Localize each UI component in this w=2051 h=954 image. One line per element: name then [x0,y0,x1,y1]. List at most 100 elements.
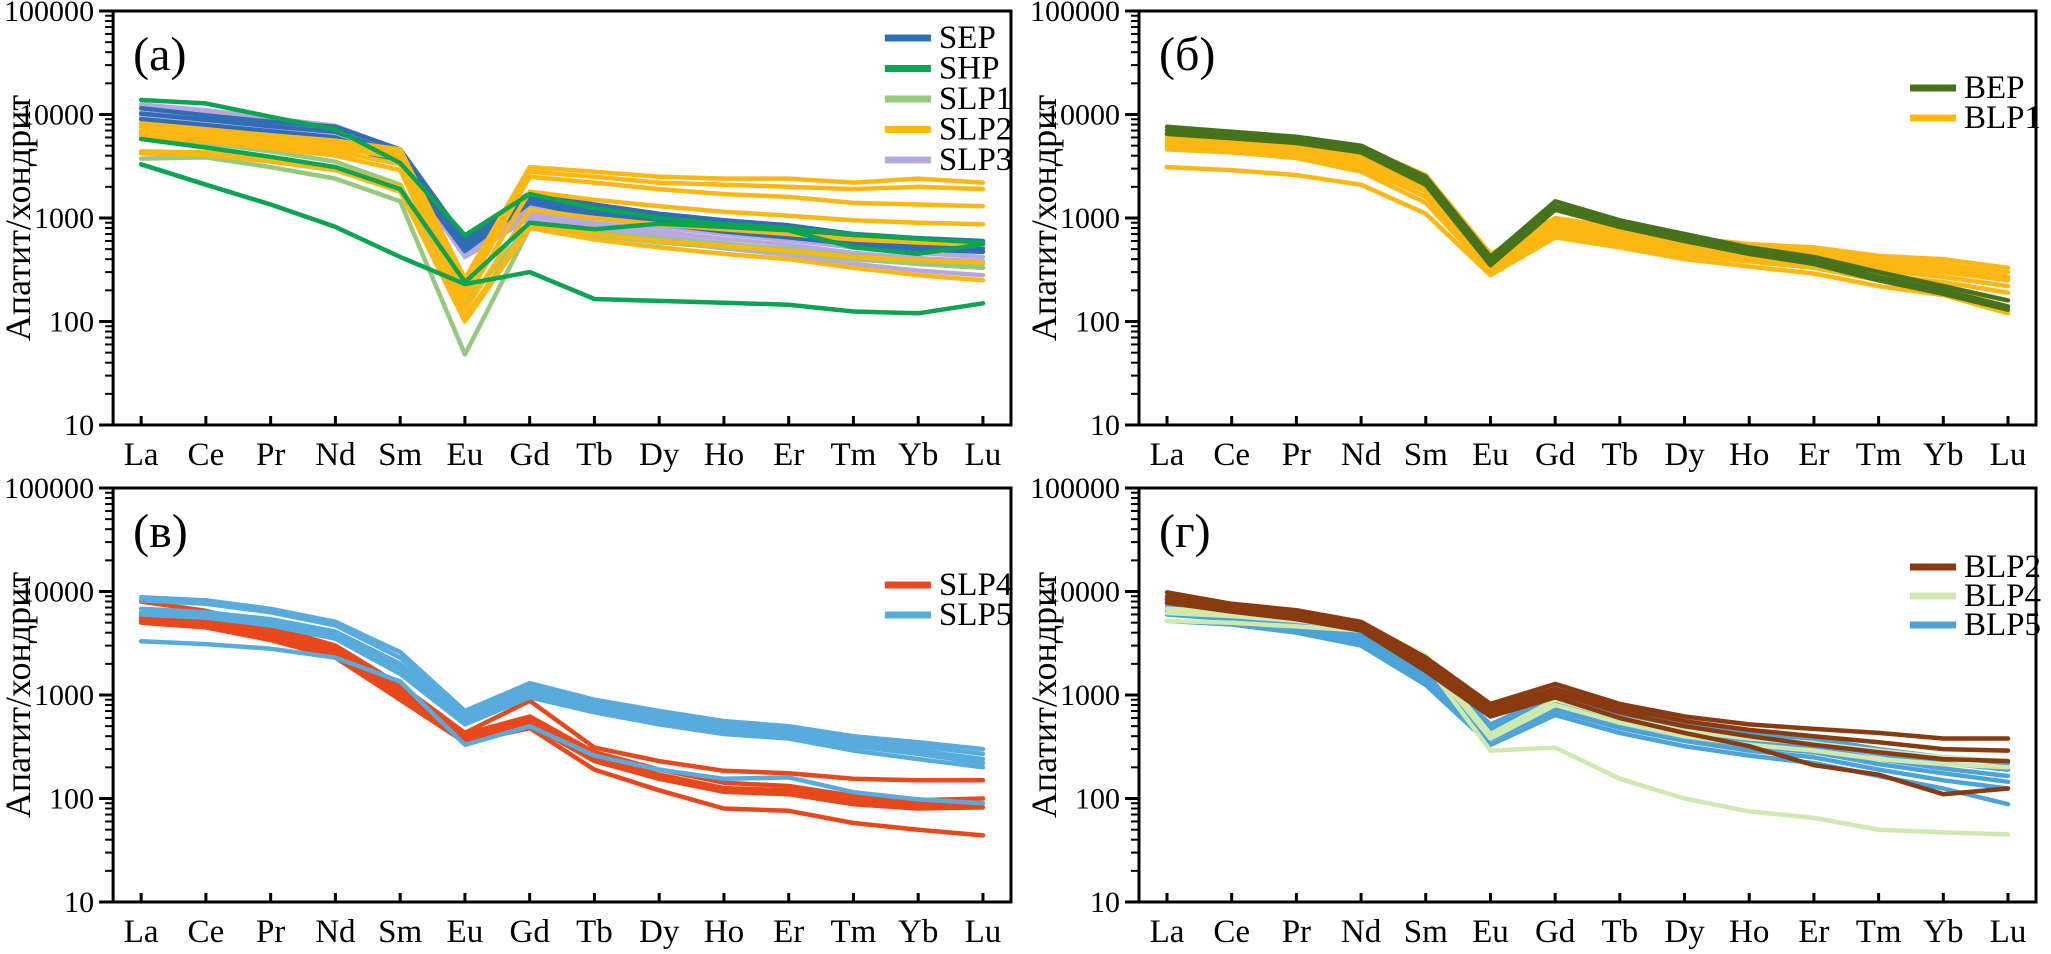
panel-a: 10 100 1000 10000 100000 Апатит/хондрит La Ce Pr… [0,0,1026,477]
y-axis-title: Апатит/хондрит [0,572,38,818]
sample-line-SLP2 [138,128,986,295]
legend-label-BEP: BEP [1964,70,2025,106]
panel-b: 10 100 1000 10000 100000 Апатит/хондрит La Ce Pr… [1026,0,2051,477]
x-tick-label: Dy [639,437,680,473]
sample-line-SLP2 [138,130,986,303]
series-SLP2 [138,121,986,324]
x-tick-label: Sm [1404,437,1448,473]
x-tick-label: Ce [1213,437,1250,473]
x-tick-label: Ho [704,437,744,473]
x-axis: La Ce Pr Nd Sm Eu Gd Tb Dy Ho Er Tm Yb Lu [124,893,1002,950]
y-tick-label: 10000 [19,576,94,609]
x-tick-label: Sm [378,437,422,473]
sample-line-SLP2 [138,133,986,312]
series-BLP4 [1164,606,2011,837]
sample-line-SLP4 [138,613,986,803]
x-tick-label: Tm [831,914,877,950]
x-tick-label: Ho [704,914,744,950]
x-tick-label: Tb [1602,437,1639,473]
x-tick-label: Pr [1282,437,1311,473]
x-tick-label: Nd [315,437,356,473]
x-tick-label: Pr [1282,914,1311,950]
y-tick-label: 100000 [4,0,94,28]
y-tick-label: 10000 [1045,99,1120,132]
series-BEP [1164,124,2011,312]
x-tick-label: Ce [188,437,225,473]
sample-line-SHP [138,136,986,285]
y-tick-label: 10000 [1045,576,1120,609]
y-tick-label: 100 [1075,783,1120,816]
panel-label: (б) [1159,28,1215,81]
legend-label-SHP: SHP [939,51,1000,87]
y-axis: 10 100 1000 10000 100000 [1030,477,1139,919]
sample-line-SLP5 [138,639,986,806]
x-tick-label: Sm [1404,914,1448,950]
x-tick-label: Er [773,914,804,950]
x-tick-label: Eu [1472,914,1509,950]
x-tick-label: La [124,437,159,473]
y-axis-title: Апатит/хондрит [1026,572,1064,819]
x-tick-label: La [124,914,159,950]
x-axis: La Ce Pr Nd Sm Eu Gd Tb Dy Ho Er Tm Yb Lu [1150,416,2027,473]
x-tick-label: Eu [447,437,484,473]
x-tick-label: La [1150,914,1185,950]
legend-label-SEP: SEP [939,20,996,56]
legend-label-SLP1: SLP1 [939,81,1012,117]
x-tick-label: Ce [188,914,225,950]
y-axis-title: Апатит/хондрит [0,95,38,341]
series-BLP2 [1164,590,2011,797]
sample-line-BLP2 [1164,593,2011,753]
x-tick-label: Yb [1923,914,1963,950]
y-tick-label: 100 [49,306,94,339]
x-tick-label: Tm [1856,437,1902,473]
y-axis: 10 100 1000 10000 100000 [4,477,114,919]
x-tick-label: Yb [898,437,938,473]
x-axis: La Ce Pr Nd Sm Eu Gd Tb Dy Ho Er Tm Yb Lu [1150,893,2026,950]
x-tick-label: Nd [1341,914,1382,950]
sample-line-BLP4 [1164,618,2011,837]
x-tick-label: Nd [1341,437,1382,473]
x-tick-label: Er [1798,437,1829,473]
legend-label-BLP1: BLP1 [1964,100,2041,136]
sample-line-BLP1 [1164,135,2011,280]
y-axis: 10 100 1000 10000 100000 [1030,0,1139,442]
x-tick-label: Sm [378,914,422,950]
x-tick-label: Pr [256,437,285,473]
panel-label: (г) [1159,505,1211,558]
y-tick-label: 1000 [1060,679,1120,712]
panel-g: 10 100 1000 10000 100000 Апатит/хондрит La Ce Pr… [1026,477,2051,954]
y-tick-label: 10 [64,409,94,442]
x-tick-label: Gd [1535,914,1576,950]
sample-line-BEP [1164,131,2011,312]
x-tick-label: Tm [1856,914,1902,950]
x-tick-label: Lu [1990,437,2027,473]
panel-label: (а) [133,28,186,81]
y-tick-label: 1000 [1060,202,1120,235]
x-tick-label: Dy [1664,437,1705,473]
y-tick-label: 10 [1090,886,1120,919]
sample-line-SHP [138,97,986,245]
sample-line-BEP [1164,124,2011,303]
x-tick-label: Lu [965,437,1002,473]
legend-label-SLP2: SLP2 [939,112,1012,148]
sample-line-BLP2 [1164,600,2011,797]
series-BLP1 [1164,129,2011,316]
sample-line-SLP5 [138,612,986,770]
sample-line-BLP5 [1164,612,2011,791]
y-tick-label: 1000 [34,202,94,235]
y-tick-label: 100000 [1030,0,1120,28]
panel-g-chart: 10 100 1000 10000 100000 Апатит/хондрит La Ce Pr… [1026,477,2041,950]
sample-line-SHP [138,162,986,316]
legend-label-BLP2: BLP2 [1964,549,2041,585]
y-tick-label: 10 [1090,409,1120,442]
y-tick-label: 100000 [4,477,94,505]
x-tick-label: Ce [1213,914,1250,950]
x-tick-label: Tb [576,437,613,473]
x-tick-label: Lu [965,914,1002,950]
panel-label: (в) [133,505,188,558]
y-tick-label: 100 [49,783,94,816]
panel-v-chart: 10 100 1000 10000 100000 Апатит/хондрит La Ce Pr… [0,477,1013,950]
